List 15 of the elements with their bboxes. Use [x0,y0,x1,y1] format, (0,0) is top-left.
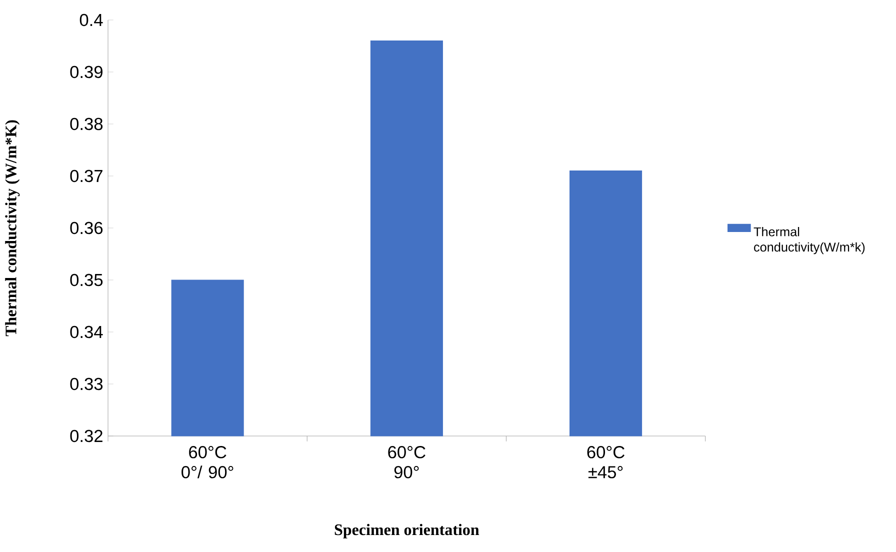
y-tick-label: 0.36 [70,222,103,234]
y-tick-label: 0.32 [70,430,102,442]
x-tick-label: 60°C 0°/ 90° [182,446,234,478]
legend-label: Thermal conductivity(W/m*k) [754,226,865,254]
y-tick-label: 0.38 [70,118,103,130]
x-tick-label: 60°C ±45° [587,446,624,478]
y-tick-label: 0.4 [80,14,103,26]
x-tick-label: 60°C 90° [388,446,426,478]
y-axis-title: Thermal conductivity (W/m*K) [5,120,20,336]
y-tick-label: 0.34 [70,326,103,338]
y-tick-label: 0.33 [70,378,103,390]
y-tick-label: 0.35 [70,274,103,286]
y-tick-label: 0.37 [70,170,102,182]
x-axis-title: Specimen orientation [334,524,480,538]
y-tick-label: 0.39 [70,66,102,78]
